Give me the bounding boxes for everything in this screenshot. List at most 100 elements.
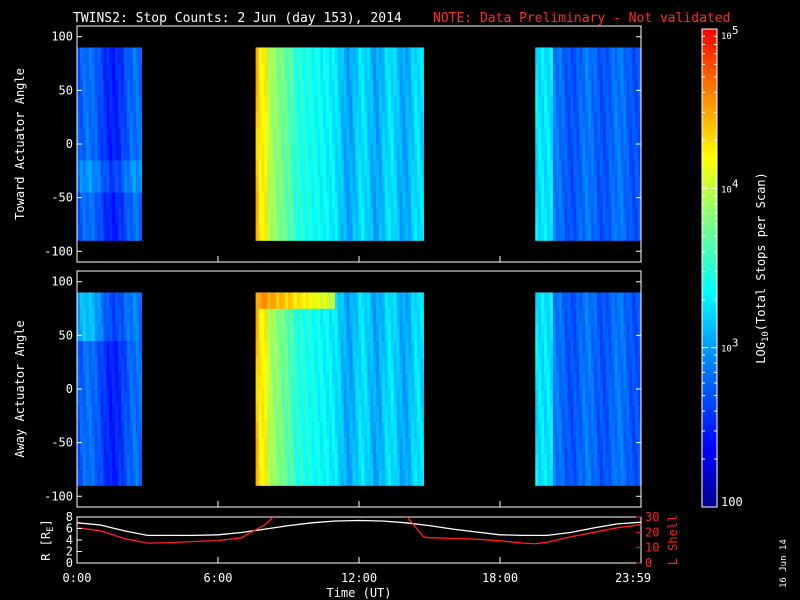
heatmap-cell [638,208,642,225]
heatmap-cell [599,389,604,406]
heatmap-cell [106,405,110,422]
heatmap-cell [91,176,96,193]
heatmap-cell [100,47,104,64]
heatmap-cell [535,324,539,342]
heatmap-cell [77,308,81,325]
heatmap-cell [629,340,633,358]
heatmap-cell [620,127,624,145]
heatmap-cell [420,356,424,374]
r-tick-label: 2 [66,545,73,559]
heatmap-cell [402,224,406,241]
heatmap-cell [284,405,289,422]
heatmap-cell [276,389,280,406]
heatmap-cell [308,111,312,129]
heatmap-cell [94,324,98,342]
heatmap-cell [582,356,586,374]
heatmap-cell [255,469,259,486]
heatmap-cell [299,111,303,129]
heatmap-cell [573,95,577,113]
heatmap-cell [138,308,143,325]
heatmap-cell [594,160,598,177]
heatmap-cell [352,324,356,342]
heatmap-cell [311,111,315,129]
heatmap-cell [579,144,583,161]
heatmap-cell [352,372,356,390]
heatmap-cell [284,47,289,64]
heatmap-cell [340,176,345,193]
heatmap-cell [329,47,333,64]
heatmap-cell [608,224,613,241]
heatmap-cell [599,192,604,209]
heatmap-cell [364,356,368,374]
heatmap-cell [299,453,303,470]
heatmap-cell [378,127,383,145]
heatmap-cell [77,469,81,486]
heatmap-cell [282,421,286,438]
heatmap-cell [632,372,636,390]
heatmap-cell [270,324,274,342]
heatmap-cell [594,63,598,80]
heatmap-cell [555,405,560,422]
heatmap-cell [264,372,268,390]
heatmap-cell [608,95,613,113]
heatmap-cell [599,127,604,145]
heatmap-cell [576,63,580,80]
heatmap-cell [267,192,271,209]
heatmap-cell [596,144,601,161]
heatmap-cell [94,63,98,80]
heatmap-cell [547,176,551,193]
heatmap-cell [340,389,345,406]
heatmap-cell [317,372,321,390]
heatmap-cell [314,144,318,161]
heatmap-cell [311,224,315,241]
heatmap-cell [264,176,268,193]
heatmap-cell [326,437,330,454]
heatmap-cell [626,437,630,454]
heatmap-cell [608,324,613,342]
heatmap-cell [390,372,395,390]
heatmap-cell [361,127,365,145]
heatmap-cell [596,340,601,358]
heatmap-cell [258,453,262,470]
heatmap-cell [100,208,104,225]
heatmap-cell [614,63,618,80]
heatmap-cell [337,192,342,209]
heatmap-cell [326,63,330,80]
heatmap-cell [638,127,642,145]
heatmap-cell [273,111,277,129]
heatmap-cell [390,63,395,80]
heatmap-cell [614,308,618,325]
heatmap-cell [623,308,627,325]
heatmap-cell [535,176,539,193]
heatmap-cell [579,308,583,325]
heatmap-cell [103,389,107,406]
heatmap-cell [381,95,386,113]
heatmap-cell [103,176,107,193]
heatmap-cell [396,389,400,406]
heatmap-cell [326,421,330,438]
heatmap-cell [602,224,607,241]
heatmap-cell [632,437,636,454]
heatmap-cell [602,372,607,390]
heatmap-cell [541,192,545,209]
heatmap-cell [346,176,350,193]
heatmap-cell [287,63,292,80]
heatmap-cell [126,340,131,358]
heatmap-cell [135,340,140,358]
heatmap-cell [576,308,580,325]
heatmap-cell [373,437,377,454]
heatmap-cell [305,308,309,325]
heatmap-cell [314,356,318,374]
heatmap-cell [623,356,627,374]
heatmap-cell [91,160,96,177]
heatmap-cell [399,111,403,129]
heatmap-cell [305,208,309,225]
heatmap-cell [282,453,286,470]
heatmap-cell [378,389,383,406]
heatmap-cell [346,372,350,390]
heatmap-cell [594,192,598,209]
heatmap-cell [305,421,309,438]
heatmap-cell [88,127,93,145]
heatmap-cell [118,372,122,390]
heatmap-cell [284,95,289,113]
